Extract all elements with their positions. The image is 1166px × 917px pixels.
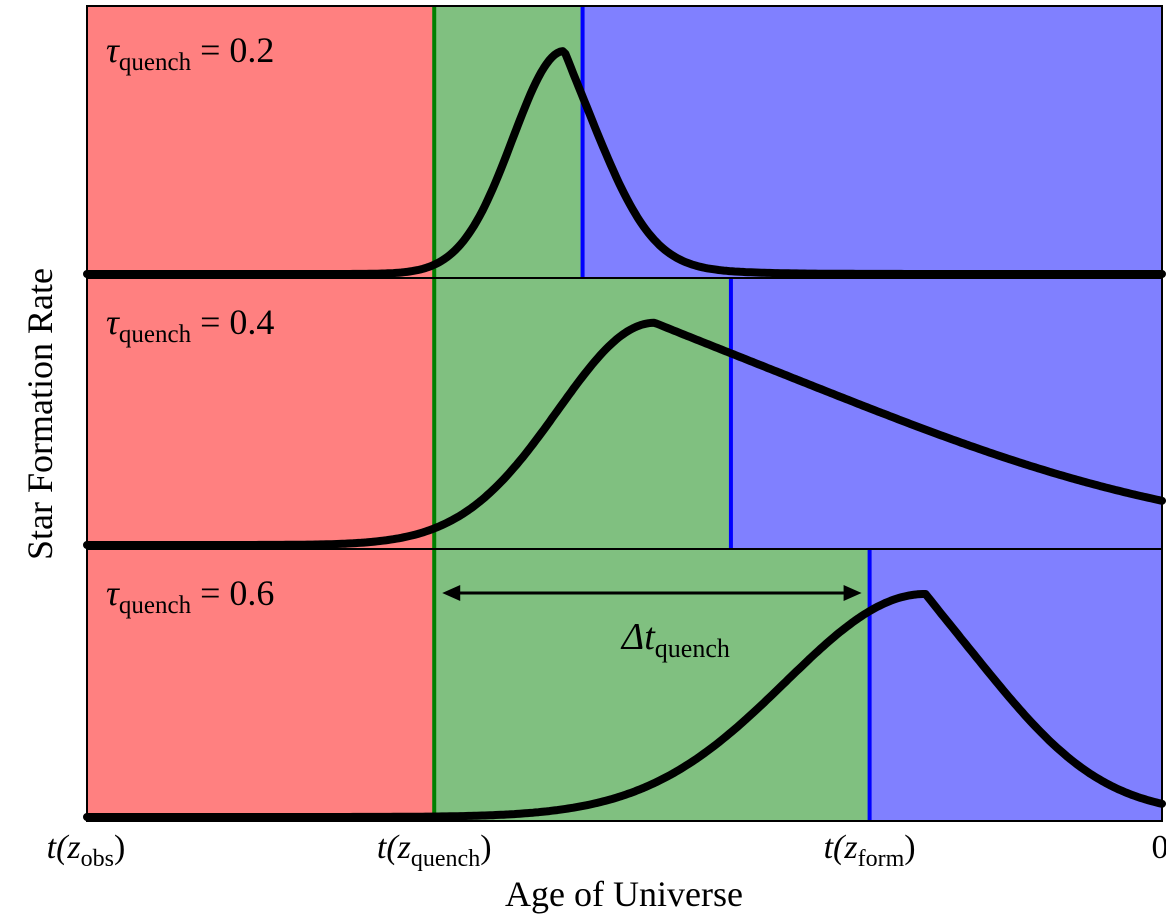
blue-region bbox=[582, 6, 1162, 278]
tau-quench-label: τquench = 0.6 bbox=[106, 573, 274, 619]
x-tick-label-zero: 0 bbox=[1152, 829, 1166, 866]
red-region bbox=[87, 278, 435, 549]
panel-3: τquench = 0.6 Δtquench bbox=[83, 548, 1166, 822]
delta-arrow-head-right bbox=[843, 585, 862, 601]
panel-2: τquench = 0.4 bbox=[83, 277, 1166, 550]
panel-1: τquench = 0.2 bbox=[83, 5, 1166, 279]
x-tick-label-quench: t(zquench) bbox=[377, 829, 492, 872]
x-tick-label-obs: t(zobs) bbox=[47, 829, 126, 872]
y-axis-label: Star Formation Rate bbox=[20, 268, 60, 560]
x-tick-labels: t(zobs) t(zquench) t(zform) 0 bbox=[47, 829, 1166, 872]
sfr-curve bbox=[83, 47, 1166, 278]
delta-arrow-head-left bbox=[442, 585, 461, 601]
tau-quench-label: τquench = 0.4 bbox=[106, 302, 274, 348]
delta-t-quench-label: Δtquench bbox=[620, 616, 730, 663]
x-axis-label: Age of Universe bbox=[505, 874, 743, 914]
green-region bbox=[434, 278, 731, 549]
sfr-curve bbox=[83, 590, 1166, 821]
blue-region bbox=[869, 549, 1162, 821]
sfr-curve bbox=[83, 318, 1166, 549]
panel-border bbox=[86, 548, 1163, 822]
tau-quench-label: τquench = 0.2 bbox=[106, 30, 274, 76]
blue-region bbox=[730, 278, 1162, 549]
red-region bbox=[87, 6, 435, 278]
red-region bbox=[87, 549, 435, 821]
panels-layer: τquench = 0.2 τquench = 0.4 τquench = 0.6 Δ… bbox=[83, 5, 1166, 822]
x-tick-label-form: t(zform) bbox=[824, 829, 916, 872]
